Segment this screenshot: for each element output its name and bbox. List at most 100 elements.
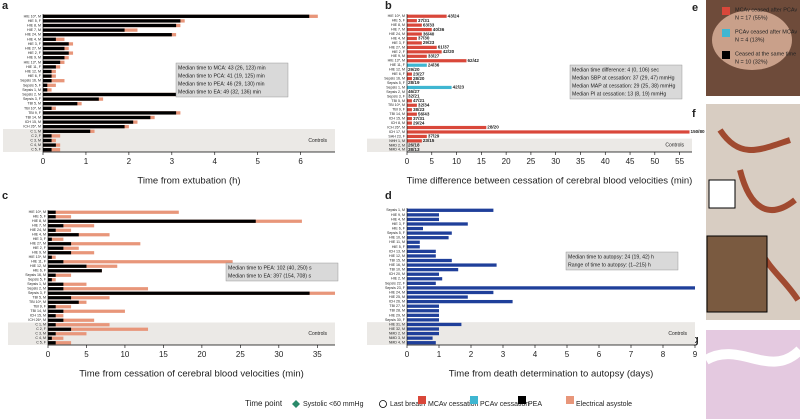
x-tick-label: 6 xyxy=(597,350,602,359)
bar xyxy=(48,327,149,331)
bar xyxy=(43,33,172,37)
bar xyxy=(407,240,420,244)
x-tick-label: 10 xyxy=(120,350,129,359)
x-tick-label: 5 xyxy=(84,350,89,359)
bar-label: 23/27 xyxy=(413,71,425,76)
row-label: HIE 13*, M xyxy=(388,59,405,63)
row-label: HIE 29, M xyxy=(389,313,405,317)
row-label: NMD 2, M xyxy=(389,143,405,147)
row-label: Sepsis 2, M xyxy=(22,92,41,96)
bar xyxy=(43,46,65,51)
bar-label: 61/37 xyxy=(438,45,450,50)
legend-note: N = 4 (13%) xyxy=(735,37,765,43)
bar xyxy=(48,323,56,327)
annotation: Median time to PEA: 46 (29, 130) min xyxy=(178,81,265,87)
bar xyxy=(407,258,452,263)
row-label: HIE 4, M xyxy=(391,217,405,221)
x-tick-label: 25 xyxy=(236,350,245,359)
bar xyxy=(48,228,72,232)
photo-g xyxy=(706,330,800,419)
legend-marker xyxy=(292,400,300,408)
row-label: HIE 7, M xyxy=(32,224,46,228)
row-label: HIE 12, M xyxy=(389,254,405,258)
row-label: HIE 4, M xyxy=(391,36,405,40)
bar xyxy=(407,331,439,336)
bar xyxy=(43,92,177,97)
x-tick-label: 3 xyxy=(501,350,506,359)
legend-title: Time point xyxy=(245,399,283,408)
bar xyxy=(43,83,48,87)
row-label: ICH 8, M xyxy=(391,121,405,125)
bar-label: 26/18 xyxy=(408,143,420,148)
row-label: Sepsis 1, M xyxy=(22,88,41,92)
x-tick-label: 0 xyxy=(41,157,46,166)
bar-label: 29/20 xyxy=(408,67,420,72)
bar xyxy=(48,237,52,241)
bar xyxy=(48,210,56,214)
x-tick-label: 50 xyxy=(650,157,659,166)
legend-note: N = 17 (55%) xyxy=(735,15,768,21)
bar-label: 23/15 xyxy=(423,138,435,143)
annotation: Median PI at cessation: 13 (8, 19) mmHg xyxy=(572,91,666,97)
x-tick-label: 35 xyxy=(576,157,585,166)
row-label: HIE 2, F xyxy=(33,246,47,250)
controls-label: Controls xyxy=(665,143,684,149)
row-label: TBI 10*, M xyxy=(24,106,41,110)
bar xyxy=(43,120,134,124)
row-label: TBI 10, M xyxy=(389,268,405,272)
bar xyxy=(48,323,110,327)
row-label: HIE 3, F xyxy=(392,222,406,226)
photo-f-card xyxy=(708,179,736,209)
annotation: Median time difference: 4 (0, 106) sec xyxy=(572,67,659,73)
bar xyxy=(407,309,439,313)
bar xyxy=(407,322,462,327)
row-label: HIE 11, F xyxy=(390,63,406,67)
row-label: TBI 27, M xyxy=(389,304,405,308)
row-label: ICH 20, M xyxy=(389,272,405,276)
bar xyxy=(407,226,423,231)
legend-label: PCAv cessation xyxy=(480,401,529,408)
bar xyxy=(43,79,65,83)
row-label: ICH 17, M xyxy=(389,130,405,134)
row-label: Sepsis 3, F xyxy=(28,291,47,295)
bar-label: 33/27 xyxy=(428,54,440,59)
row-label: HIE 8, M xyxy=(27,23,41,27)
bar xyxy=(407,290,494,295)
photo-e-tissue xyxy=(712,10,792,70)
row-label: HIE 7, M xyxy=(27,28,41,32)
row-label: HIE 2, M xyxy=(391,277,405,281)
bar xyxy=(48,296,110,300)
bar xyxy=(407,254,436,258)
row-label: C 2, F xyxy=(36,327,47,331)
bar xyxy=(48,246,64,250)
bar-label: 32/34 xyxy=(418,102,430,107)
legend-swatch xyxy=(722,7,730,15)
annotation-box xyxy=(565,251,679,271)
row-label: NMD 2, M xyxy=(389,332,405,336)
row-label: TBI 14, M xyxy=(389,112,405,116)
row-label: HIE 5, F xyxy=(33,215,47,219)
annotation: Range of time to autopsy: (1–215) h xyxy=(568,262,651,268)
bar-label: 37/31 xyxy=(413,116,425,121)
bar xyxy=(48,224,64,228)
bar xyxy=(43,148,52,152)
bar xyxy=(407,32,422,36)
bar xyxy=(43,102,78,106)
bar xyxy=(407,45,437,49)
bar xyxy=(48,215,72,219)
row-label: Sepsis 5, F xyxy=(387,81,406,85)
x-tick-label: 20 xyxy=(197,350,206,359)
row-label: Sepsis 30, F xyxy=(385,318,406,322)
bar xyxy=(43,88,48,92)
bar xyxy=(43,19,181,23)
bar-label: 40/36 xyxy=(433,27,445,32)
row-label: HIE 5, F xyxy=(392,245,406,249)
bar xyxy=(43,143,56,147)
bar xyxy=(407,117,412,121)
legend-note: N = 10 (32%) xyxy=(735,59,768,65)
row-label: TBI 5, M xyxy=(391,99,405,103)
bar xyxy=(407,272,439,276)
bar xyxy=(48,341,72,345)
row-label: TBI 5, M xyxy=(27,102,41,106)
photo-g-lumen xyxy=(703,346,800,367)
